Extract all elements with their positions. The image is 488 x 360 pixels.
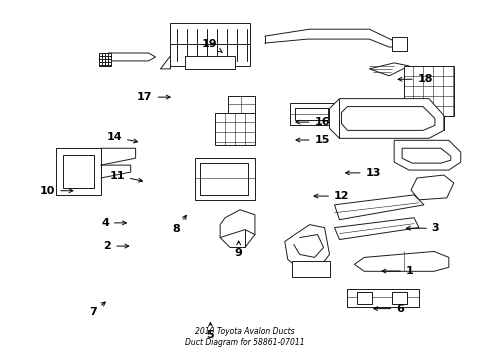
Polygon shape [334, 218, 418, 239]
Text: 15: 15 [295, 135, 329, 145]
Text: 19: 19 [201, 39, 222, 53]
Polygon shape [334, 195, 423, 220]
Text: 9: 9 [234, 241, 242, 258]
Bar [346, 289, 418, 307]
Text: 11: 11 [109, 171, 142, 182]
Bar [99, 53, 111, 66]
Polygon shape [410, 175, 453, 200]
Polygon shape [401, 148, 450, 163]
Text: 7: 7 [89, 302, 105, 317]
Bar [357, 292, 371, 304]
Bar [289, 103, 334, 125]
Polygon shape [99, 53, 155, 61]
Text: 5: 5 [206, 323, 214, 341]
Polygon shape [329, 99, 443, 138]
Bar [185, 56, 235, 69]
Text: 17: 17 [137, 92, 170, 102]
Polygon shape [368, 63, 408, 76]
Text: 4: 4 [101, 218, 126, 228]
Text: 18: 18 [397, 74, 432, 84]
Bar [56, 148, 101, 195]
Bar [294, 108, 327, 121]
Polygon shape [393, 140, 460, 170]
Bar [63, 155, 94, 188]
Polygon shape [341, 107, 434, 130]
Bar [391, 292, 406, 304]
Text: 2: 2 [103, 241, 128, 251]
Text: 13: 13 [345, 168, 380, 178]
Text: 3: 3 [406, 223, 439, 233]
Bar [170, 23, 249, 66]
Polygon shape [220, 210, 254, 247]
Bar [291, 261, 329, 277]
Text: 8: 8 [172, 215, 186, 234]
Bar [195, 158, 254, 200]
Text: 14: 14 [106, 132, 137, 143]
Bar [391, 37, 406, 51]
Text: 16: 16 [295, 117, 329, 127]
Polygon shape [284, 225, 329, 269]
Text: 1: 1 [381, 266, 413, 276]
Text: 2010 Toyota Avalon Ducts
Duct Diagram for 58861-07011: 2010 Toyota Avalon Ducts Duct Diagram fo… [184, 327, 304, 347]
Text: 10: 10 [40, 186, 73, 196]
Text: 12: 12 [313, 191, 349, 201]
Bar [215, 113, 254, 145]
Text: 6: 6 [373, 303, 403, 314]
Bar [200, 163, 247, 195]
Bar [403, 66, 453, 116]
Bar [227, 96, 254, 113]
Polygon shape [354, 251, 448, 271]
